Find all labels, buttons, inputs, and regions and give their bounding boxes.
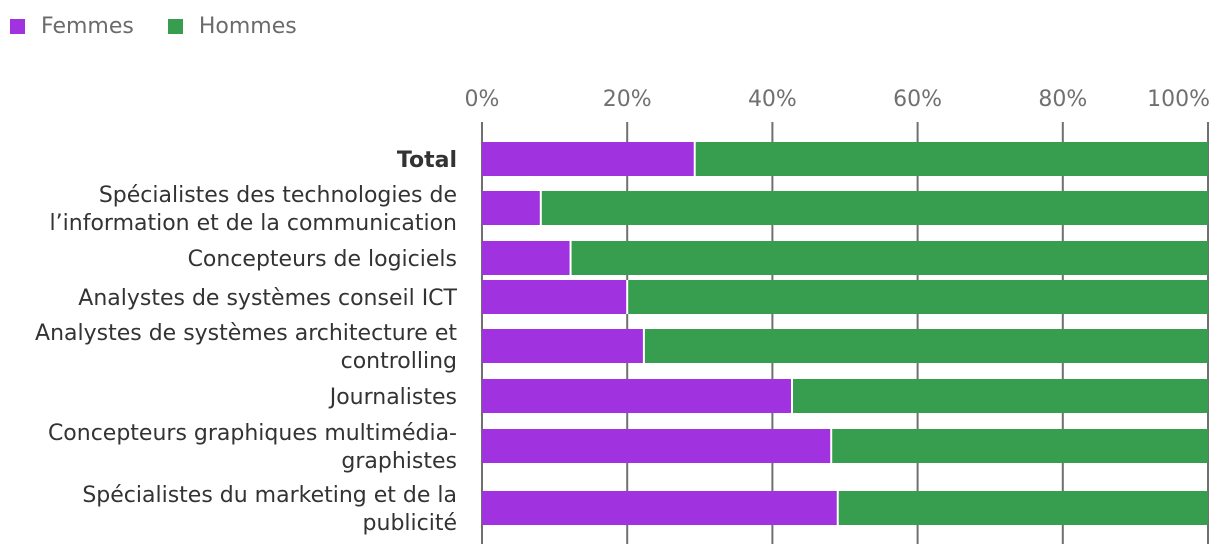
x-tick-label: 20% [603,87,652,112]
category-label: Analystes de systèmes architecture et con… [35,321,457,374]
bar-hommes[interactable] [792,379,1208,413]
bar-femmes[interactable] [482,491,838,525]
category-label-line: Total [397,148,457,173]
legend-label-femmes: Femmes [41,14,134,39]
bar-hommes[interactable] [570,241,1208,275]
x-tick-label: 100% [1147,87,1210,112]
category-label-line: Analystes de systèmes architecture et [35,321,457,346]
bar-hommes[interactable] [627,280,1208,314]
bar-hommes[interactable] [694,142,1208,176]
legend: Femmes Hommes [10,14,331,39]
legend-item-hommes[interactable]: Hommes [167,14,297,39]
x-tick-label: 60% [893,87,942,112]
x-tick-label: 80% [1038,87,1087,112]
category-label: Concepteurs de logiciels [188,247,457,272]
bar-hommes[interactable] [837,491,1208,525]
bar-femmes[interactable] [482,329,644,363]
category-label-line: Concepteurs de logiciels [188,247,457,272]
category-label-line: Journalistes [328,385,457,410]
category-label-line: Concepteurs graphiques multimédia- [48,421,457,446]
category-label: Concepteurs graphiques multimédia-graphi… [48,421,457,474]
bar-femmes[interactable] [482,191,541,225]
x-tick-label: 0% [465,87,500,112]
category-label-line: controlling [341,349,457,374]
legend-swatch-femmes [10,19,25,34]
bar-femmes[interactable] [482,280,628,314]
bar-femmes[interactable] [482,429,832,463]
category-label-line: l’information et de la communication [50,211,457,236]
legend-label-hommes: Hommes [198,14,297,39]
bar-femmes[interactable] [482,241,571,275]
legend-item-femmes[interactable]: Femmes [10,14,134,39]
category-label-line: Spécialistes des technologies de [99,183,457,208]
bar-hommes[interactable] [643,329,1208,363]
category-label: Analystes de systèmes conseil ICT [78,286,457,311]
bar-femmes[interactable] [482,379,793,413]
category-label-line: publicité [363,511,457,536]
x-tick-label: 40% [748,87,797,112]
category-label: Spécialistes des technologies de l’inform… [50,183,457,236]
bar-femmes[interactable] [482,142,695,176]
category-label-line: Analystes de systèmes conseil ICT [78,286,457,311]
bar-hommes[interactable] [831,429,1208,463]
bar-hommes[interactable] [540,191,1208,225]
category-label-line: Spécialistes du marketing et de la [82,483,457,508]
category-label: Total [397,148,457,173]
category-label: Journalistes [328,385,457,410]
category-label-line: graphistes [341,449,457,474]
category-label: Spécialistes du marketing et de la public… [82,483,457,536]
legend-swatch-hommes [167,19,183,34]
